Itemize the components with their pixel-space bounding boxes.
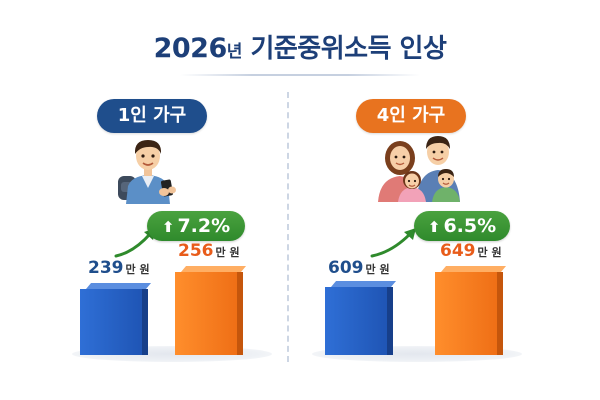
single-before-value: 239 <box>88 258 124 278</box>
single-before-unit: 만 원 <box>125 263 150 276</box>
family-after-unit: 만 원 <box>477 246 502 259</box>
single-household-label: 1인 가구 <box>97 99 207 133</box>
family-increase-badge: ⬆ 6.5% <box>414 211 510 241</box>
single-increase-value: 7.2% <box>177 215 231 237</box>
family-illustration <box>378 136 460 202</box>
title-text: 기준중위소득 인상 <box>250 34 447 64</box>
single-after-bar <box>175 266 247 355</box>
family-before-unit: 만 원 <box>365 263 390 276</box>
single-after-amount: 256 만 원 <box>178 241 240 261</box>
title-year-suffix: 년 <box>226 42 243 62</box>
center-divider <box>287 92 289 362</box>
person-with-phone-illustration <box>118 140 176 204</box>
family-after-bar <box>435 266 507 355</box>
single-after-unit: 만 원 <box>215 246 240 259</box>
family-before-value: 609 <box>328 258 364 278</box>
family-increase-value: 6.5% <box>443 215 497 237</box>
family-after-value: 649 <box>440 241 476 261</box>
up-arrow-icon: ⬆ <box>161 218 175 236</box>
title-year: 2026 <box>153 33 228 64</box>
up-arrow-icon: ⬆ <box>427 218 441 236</box>
single-increase-badge: ⬆ 7.2% <box>147 211 245 241</box>
single-before-amount: 239 만 원 <box>88 258 150 278</box>
family-after-amount: 649 만 원 <box>440 241 502 261</box>
family-increase-arrow <box>370 228 416 258</box>
family-before-amount: 609 만 원 <box>328 258 390 278</box>
single-after-value: 256 <box>178 241 214 261</box>
single-before-bar <box>80 283 152 355</box>
title-underline <box>180 74 420 76</box>
page-title: 2026년 기준중위소득 인상 <box>0 28 600 65</box>
family-before-bar <box>325 281 397 355</box>
four-person-household-label: 4인 가구 <box>356 99 466 133</box>
